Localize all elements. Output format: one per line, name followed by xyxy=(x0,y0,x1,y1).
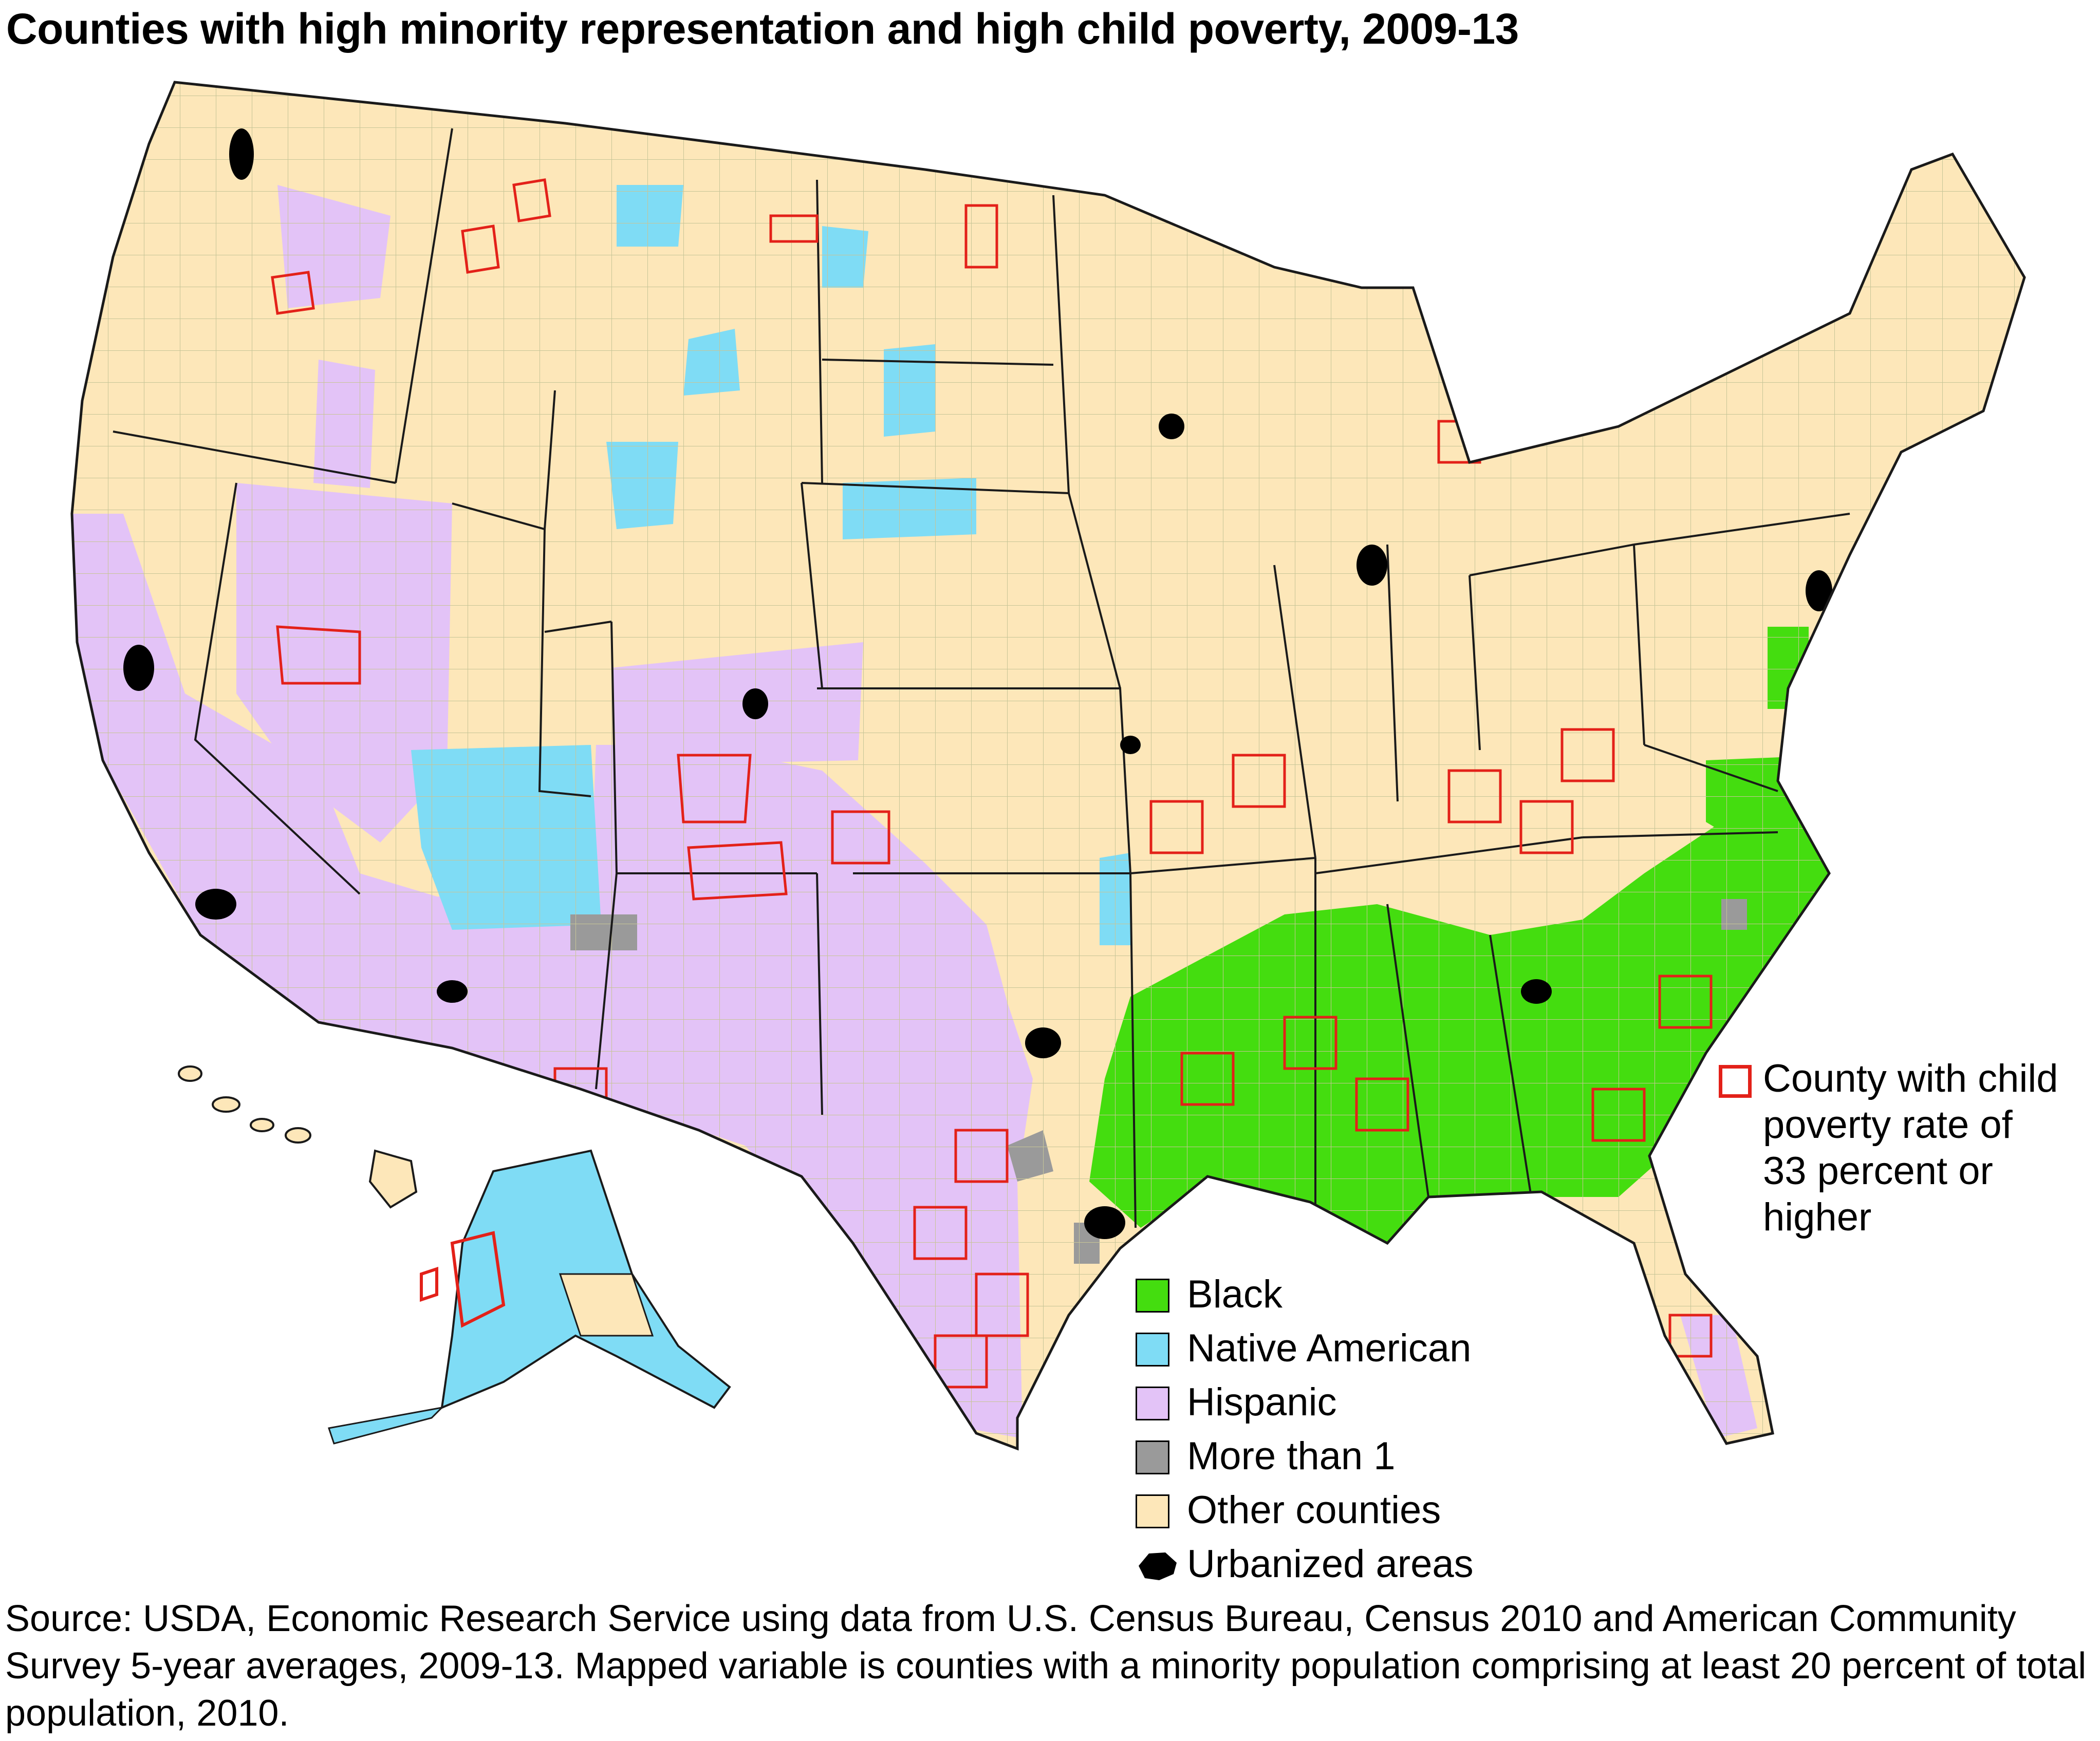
red-outline-square-icon xyxy=(1719,1065,1752,1098)
contiguous-us xyxy=(0,0,2100,1593)
poverty-key-line: higher xyxy=(1763,1195,1872,1239)
legend-label: More than 1 xyxy=(1187,1434,1396,1478)
legend-label: Urbanized areas xyxy=(1187,1542,1474,1586)
map-title: Counties with high minority representati… xyxy=(6,5,1519,53)
legend-label: Hispanic xyxy=(1187,1380,1337,1424)
poverty-outlines xyxy=(271,178,1713,1389)
poverty-key-line: poverty rate of xyxy=(1763,1103,2013,1147)
swatch-icon xyxy=(1136,1387,1169,1420)
swatch-icon xyxy=(1136,1279,1169,1313)
source-note: Source: USDA, Economic Research Service … xyxy=(5,1598,2087,1734)
legend-label: Native American xyxy=(1187,1326,1472,1370)
poverty-key-line: 33 percent or xyxy=(1763,1149,1993,1193)
state-boundaries xyxy=(113,128,1850,1228)
poverty-key-text: County with child poverty rate of 33 per… xyxy=(1763,1056,2100,1241)
poverty-key-line: County with child xyxy=(1763,1057,2058,1100)
urban-blob-icon xyxy=(1139,1552,1177,1580)
swatch-icon xyxy=(1136,1494,1169,1528)
legend-label: Other counties xyxy=(1187,1488,1441,1532)
alaska xyxy=(328,1149,731,1445)
us-county-map xyxy=(0,0,2100,1593)
hawaii xyxy=(178,1065,418,1209)
legend-label: Black xyxy=(1187,1272,1283,1316)
swatch-icon xyxy=(1136,1333,1169,1366)
swatch-icon xyxy=(1136,1440,1169,1474)
